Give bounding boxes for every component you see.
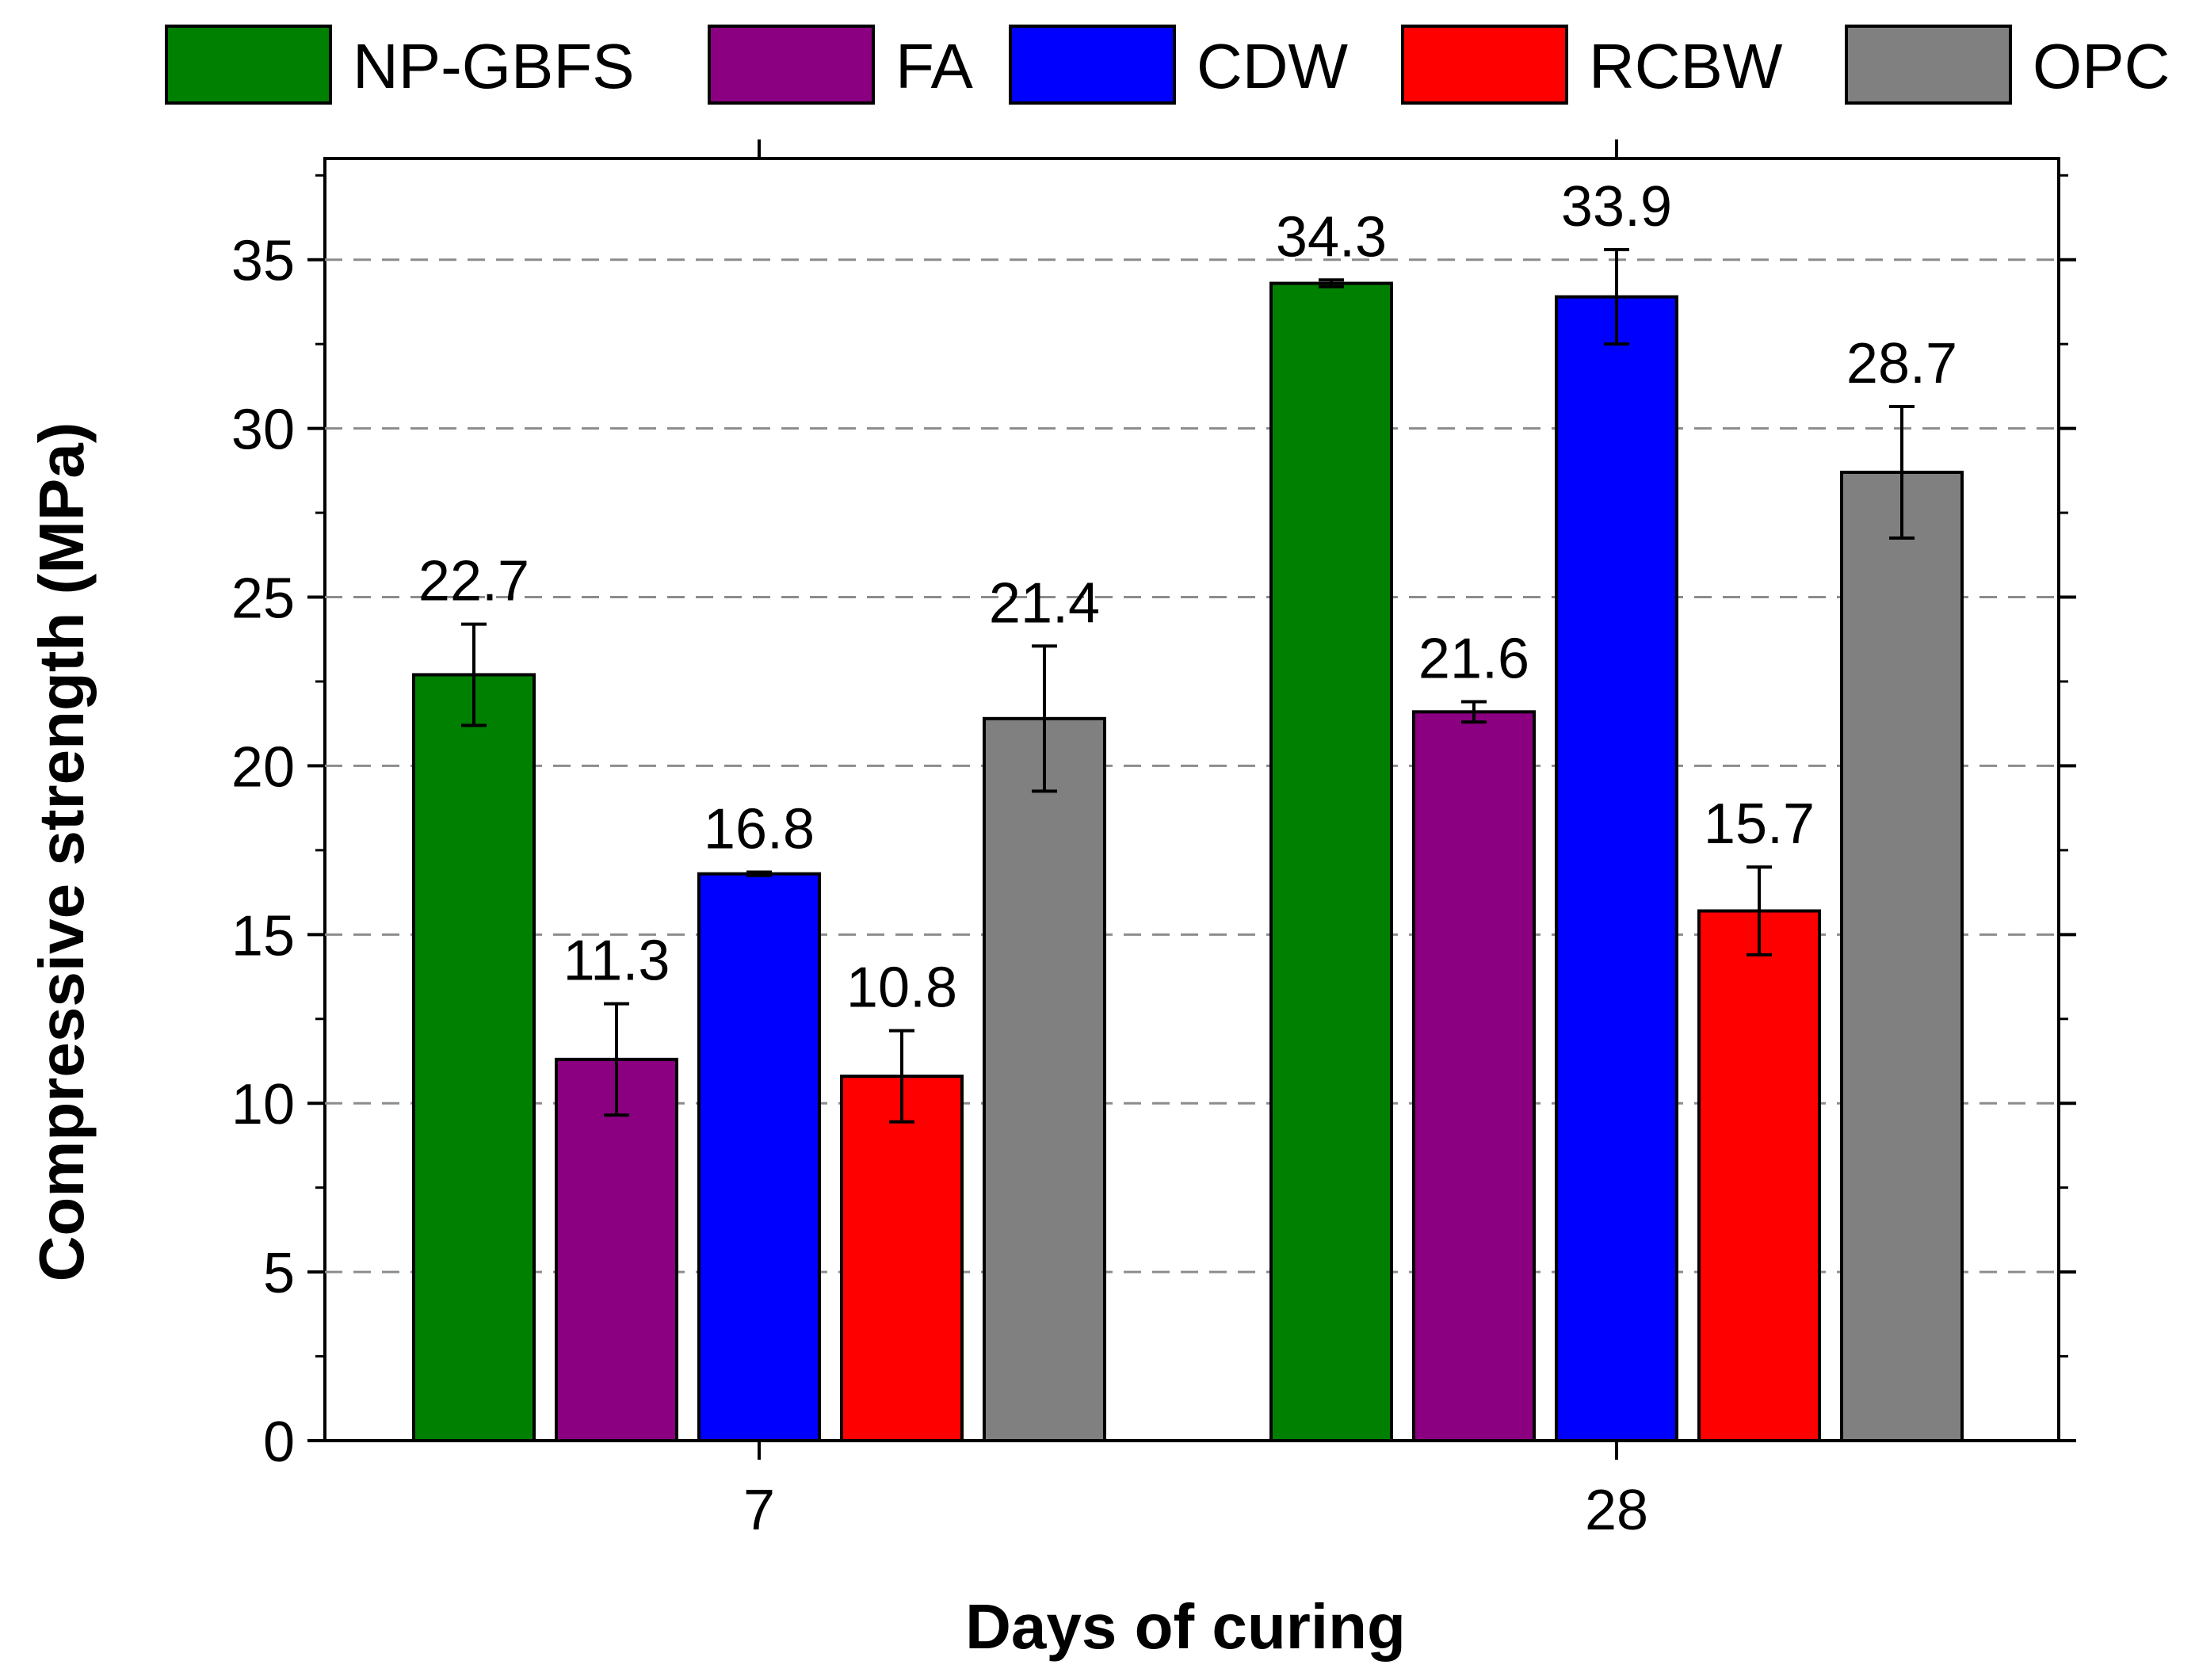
y-tick-label: 0 — [263, 1411, 295, 1474]
y-tick-label: 20 — [231, 735, 295, 799]
bar-rcbw-day-28 — [1697, 909, 1821, 1442]
y-axis: 0 5 10 15 20 25 30 35 — [231, 174, 2076, 1474]
value-label: 21.4 — [989, 571, 1100, 635]
legend-label-opc: OPC — [2033, 31, 2170, 101]
bars — [412, 281, 1964, 1443]
y-axis-title: Compressive strength (MPa) — [26, 422, 97, 1282]
bar-rcbw-day-7 — [840, 1075, 964, 1442]
bar-fa-day-7 — [555, 1057, 678, 1443]
bar-cdw-day-28 — [1555, 295, 1678, 1442]
value-labels: 22.7 11.3 16.8 10.8 21.4 34.3 21.6 33.9 15.7 28.7 — [418, 175, 1957, 1020]
legend-label-cdw: CDW — [1197, 31, 1349, 101]
y-tick-label: 25 — [231, 567, 295, 631]
legend-label-rcbw: RCBW — [1589, 31, 1783, 101]
legend-label-fa: FA — [895, 31, 973, 101]
x-axis: 7 28 — [743, 139, 1648, 1542]
legend-label-np-gbfs: NP-GBFS — [353, 31, 635, 101]
x-tick-label: 28 — [1585, 1479, 1648, 1542]
legend-swatch-rcbw — [1401, 25, 1568, 105]
x-axis-title: Days of curing — [965, 1591, 1406, 1662]
legend-swatch-cdw — [1009, 25, 1176, 105]
bar-np-gbfs-day-7 — [412, 673, 536, 1442]
y-tick-label: 10 — [231, 1073, 295, 1136]
bar-cdw-day-7 — [697, 872, 821, 1442]
value-label: 22.7 — [418, 550, 529, 613]
x-tick-label: 7 — [743, 1479, 775, 1542]
value-label: 21.6 — [1418, 628, 1529, 691]
bar-opc-day-7 — [983, 716, 1106, 1442]
plot-area — [323, 157, 2060, 1442]
error-bars — [461, 247, 1915, 1124]
legend-swatch-np-gbfs — [165, 25, 332, 105]
bar-opc-day-28 — [1840, 470, 1964, 1442]
value-label: 34.3 — [1276, 205, 1387, 269]
y-tick-label: 15 — [231, 904, 295, 968]
y-tick-label: 30 — [231, 399, 295, 462]
y-tick-label: 35 — [231, 230, 295, 293]
legend-swatch-opc — [1845, 25, 2012, 105]
value-label: 16.8 — [704, 798, 815, 861]
bar-np-gbfs-day-28 — [1269, 281, 1393, 1442]
value-label: 15.7 — [1704, 792, 1815, 856]
value-label: 10.8 — [846, 956, 957, 1020]
y-tick-label: 5 — [263, 1242, 295, 1305]
value-label: 11.3 — [563, 930, 670, 993]
value-label: 28.7 — [1846, 332, 1957, 395]
bar-fa-day-28 — [1412, 710, 1536, 1442]
value-label: 33.9 — [1561, 175, 1672, 239]
legend: NP-GBFS FA CDW RCBW OPC — [165, 25, 2170, 105]
legend-swatch-fa — [708, 25, 875, 105]
